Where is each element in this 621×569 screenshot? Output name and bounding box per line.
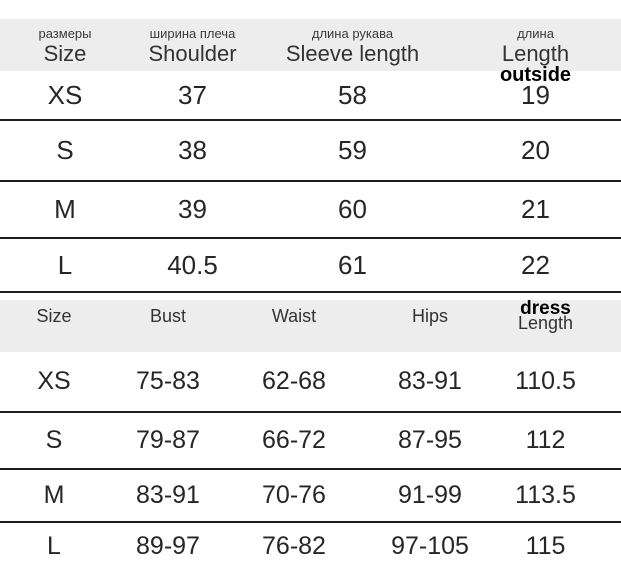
sleeve-cell: 59 (338, 135, 367, 165)
table2-header-hips: Hips (360, 300, 500, 352)
waist-cell: 70-76 (262, 481, 326, 509)
table1-row-l: L 40.5 61 22 (0, 239, 621, 293)
sleeve-cell: 60 (338, 194, 367, 224)
table1-header-sleeve-length: длина рукава Sleeve length (255, 19, 450, 83)
size-cell: L (47, 531, 61, 560)
table1-header-length-outside: длина Length outside (450, 19, 621, 86)
table1-row-m: M 39 60 21 (0, 182, 621, 239)
bust-cell: 75-83 (136, 367, 200, 395)
table2-header-dress-length: dress Length (500, 298, 591, 352)
table2-row-s: S 79-87 66-72 87-95 112 (0, 413, 621, 470)
header-label: Hips (411, 306, 448, 326)
header-overlay-label: dress (520, 298, 571, 319)
table2-row-m: M 83-91 70-76 91-99 113.5 (0, 470, 621, 523)
hips-cell: 87-95 (398, 426, 462, 454)
size-cell: S (45, 426, 63, 454)
header-label: Size (36, 306, 72, 326)
table1-row-xs: XS 37 58 19 (0, 71, 621, 121)
size-cell: XS (47, 79, 83, 110)
waist-cell: 62-68 (262, 367, 326, 395)
table1-header: размеры Size ширина плеча Shoulder длина… (0, 19, 621, 85)
length-cell: 22 (521, 249, 550, 280)
table2-header-size: Size (0, 300, 108, 352)
length-cell: 20 (521, 135, 550, 165)
sleeve-cell: 61 (338, 249, 367, 280)
dress-length-cell: 115 (525, 531, 566, 560)
shoulder-cell: 39 (178, 194, 207, 224)
sleeve-cell: 58 (338, 79, 367, 110)
hips-cell: 83-91 (398, 367, 462, 395)
header-en-label: Sleeve length (285, 41, 420, 66)
length-cell: 21 (521, 194, 550, 224)
size-cell: M (43, 481, 65, 509)
bust-cell: 79-87 (136, 426, 200, 454)
waist-cell: 76-82 (262, 531, 326, 560)
size-cell: L (57, 249, 73, 280)
table2-header-bust: Bust (108, 300, 228, 352)
size-cell: S (56, 135, 74, 165)
length-cell: 19 (521, 79, 550, 110)
table2-row-l: L 89-97 76-82 97-105 115 (0, 523, 621, 569)
header-ru-label: размеры (38, 26, 92, 41)
table1-header-size: размеры Size (0, 19, 130, 83)
header-ru-label: длина рукава (311, 26, 394, 41)
hips-cell: 91-99 (398, 481, 462, 509)
shoulder-cell: 37 (178, 79, 207, 110)
header-overlay-label: outside (499, 64, 572, 86)
table-gap (0, 293, 621, 300)
shoulder-cell: 40.5 (167, 249, 218, 280)
header-label: Waist (271, 306, 317, 326)
table2-header-waist: Waist (228, 300, 360, 352)
dress-length-cell: 110.5 (515, 367, 576, 395)
table1-row-s: S 38 59 20 (0, 121, 621, 182)
header-ru-label: длина (517, 26, 554, 41)
size-cell: M (54, 194, 76, 224)
table1-header-shoulder: ширина плеча Shoulder (130, 19, 255, 83)
top-spacer (0, 0, 621, 19)
table2-row-xs: XS 75-83 62-68 83-91 110.5 (0, 352, 621, 413)
table2-header: Size Bust Waist Hips dress Length (0, 298, 621, 352)
header-en-label: Shoulder (148, 41, 237, 66)
header-ru-label: ширина плеча (149, 26, 236, 41)
header-label: Bust (149, 306, 187, 326)
waist-cell: 66-72 (262, 426, 326, 454)
dress-length-cell: 112 (525, 426, 566, 454)
hips-cell: 97-105 (391, 531, 469, 560)
size-cell: XS (37, 367, 71, 395)
bust-cell: 83-91 (136, 481, 200, 509)
header-en-label: Size (43, 41, 87, 66)
header-en-label: Length (501, 41, 570, 66)
shoulder-cell: 38 (178, 135, 207, 165)
bust-cell: 89-97 (136, 531, 200, 560)
dress-length-cell: 113.5 (515, 481, 576, 509)
header-label: Length (517, 313, 574, 333)
